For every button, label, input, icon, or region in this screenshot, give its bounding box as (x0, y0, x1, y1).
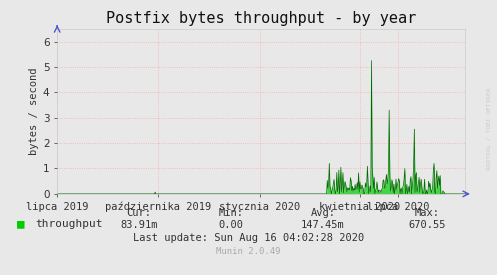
Text: Avg:: Avg: (311, 208, 335, 218)
Text: Last update: Sun Aug 16 04:02:28 2020: Last update: Sun Aug 16 04:02:28 2020 (133, 233, 364, 243)
Text: throughput: throughput (35, 219, 102, 229)
Text: 0.00: 0.00 (219, 220, 244, 230)
Text: Min:: Min: (219, 208, 244, 218)
Y-axis label: bytes / second: bytes / second (29, 68, 39, 155)
Text: 83.91m: 83.91m (120, 220, 158, 230)
Text: 670.55: 670.55 (409, 220, 446, 230)
Text: Cur:: Cur: (127, 208, 152, 218)
Text: RRDTOOL / TOBI OETIKER: RRDTOOL / TOBI OETIKER (486, 88, 491, 170)
Text: ■: ■ (17, 218, 25, 231)
Text: Max:: Max: (415, 208, 440, 218)
Text: Munin 2.0.49: Munin 2.0.49 (216, 248, 281, 256)
Title: Postfix bytes throughput - by year: Postfix bytes throughput - by year (106, 11, 416, 26)
Text: 147.45m: 147.45m (301, 220, 345, 230)
